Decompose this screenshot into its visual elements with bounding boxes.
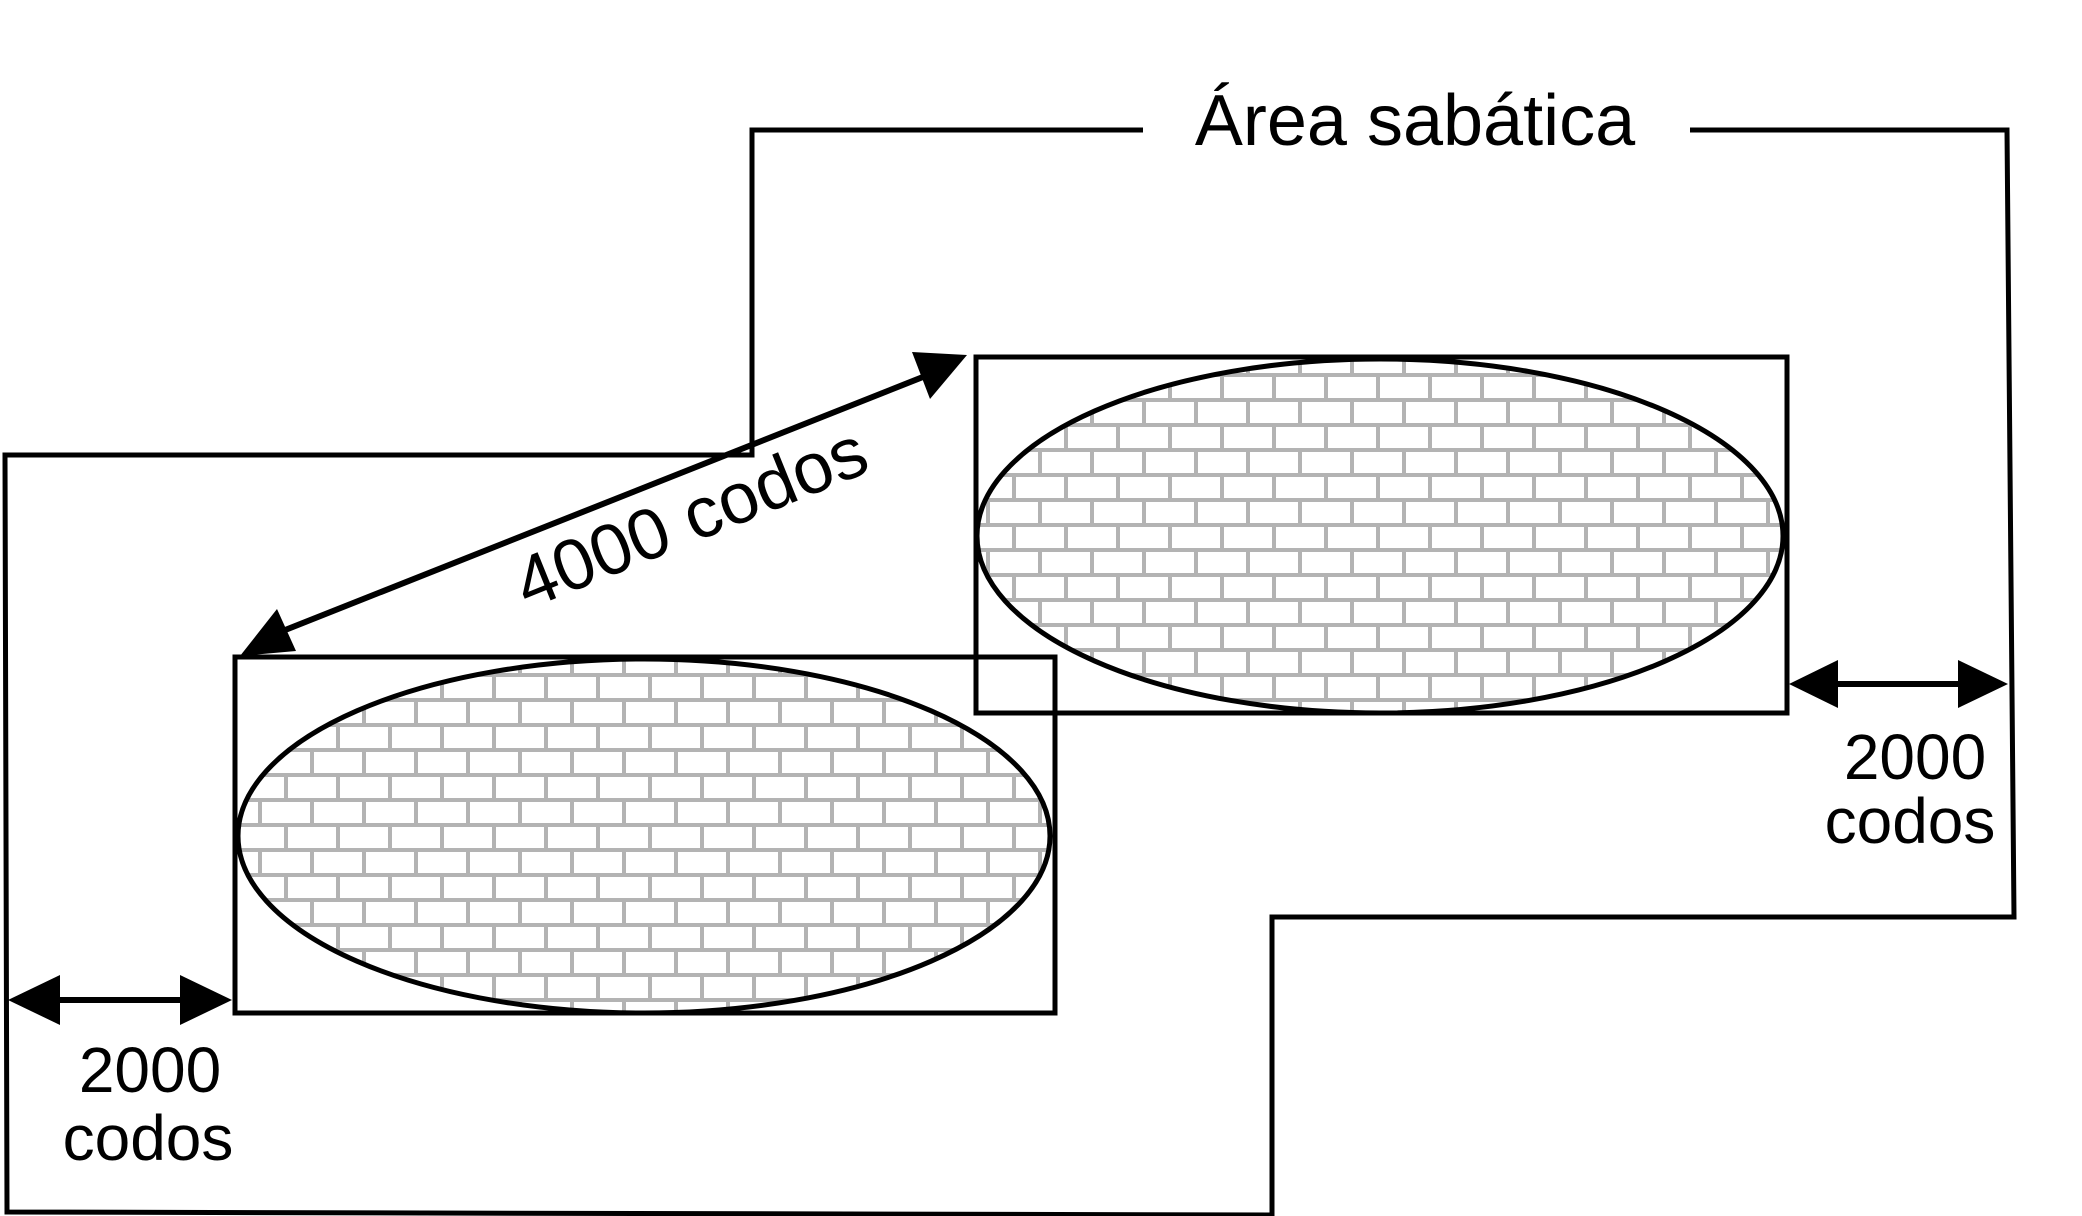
distance-arrowhead-left-icon	[240, 609, 296, 656]
left-margin-label-number: 2000	[79, 1034, 221, 1106]
sabbath-area-title: Área sabática	[1195, 81, 1636, 161]
right-margin-label-number: 2000	[1844, 721, 1986, 793]
left-margin-label-unit: codos	[63, 1102, 234, 1174]
right-city-bounding-box	[973, 354, 1790, 716]
right-margin-arrow	[1789, 660, 2008, 708]
left-city	[232, 654, 1058, 1016]
distance-label: 4000 codos	[503, 411, 878, 625]
right-city	[973, 354, 1790, 716]
distance-arrowhead-right-icon	[912, 352, 967, 399]
left-city-bounding-box	[232, 654, 1058, 1016]
right-margin-arrowhead-right-icon	[1958, 660, 2008, 708]
right-city-brick-fill	[977, 359, 1783, 713]
left-margin-arrowhead-left-icon	[8, 975, 60, 1025]
left-margin-arrow	[8, 975, 232, 1025]
right-margin-arrowhead-left-icon	[1789, 660, 1838, 708]
distance-arrow-4000	[240, 352, 967, 656]
sabbath-area-boundary	[2, 127, 2017, 1216]
distance-arrow-line	[268, 368, 940, 639]
left-margin-arrowhead-right-icon	[180, 975, 232, 1025]
right-margin-label-unit: codos	[1825, 785, 1996, 857]
left-city-brick-fill	[238, 659, 1050, 1013]
